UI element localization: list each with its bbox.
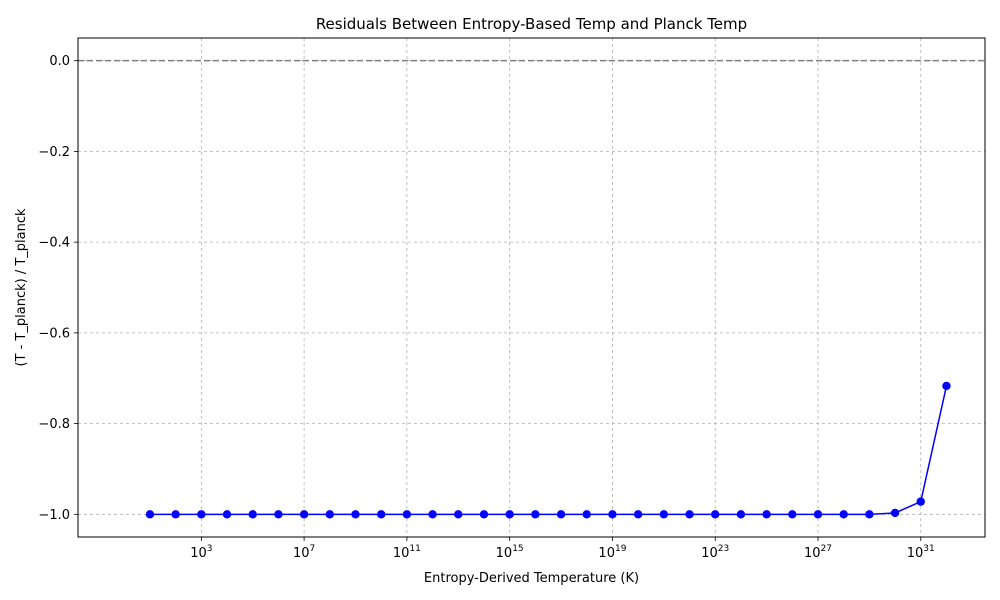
x-tick-label: 1027	[804, 544, 832, 561]
x-tick-label: 1031	[907, 544, 935, 561]
y-tick-label: −0.8	[38, 417, 70, 432]
data-point	[762, 510, 771, 519]
data-point	[402, 510, 412, 519]
data-point	[351, 510, 360, 519]
data-point	[274, 510, 283, 519]
data-point	[942, 381, 951, 391]
data-point	[505, 510, 514, 519]
x-tick-label: 1023	[701, 544, 729, 561]
series-group	[145, 381, 951, 519]
data-point	[171, 510, 180, 519]
data-point	[788, 510, 797, 519]
data-point	[608, 510, 617, 519]
chart-title: Residuals Between Entropy-Based Temp and…	[316, 15, 747, 33]
data-point	[736, 510, 746, 519]
data-point	[582, 510, 591, 519]
x-tick-label: 1011	[393, 544, 421, 561]
data-point	[299, 510, 309, 519]
plot-area-frame	[77, 37, 986, 538]
data-point	[556, 510, 566, 519]
y-tick-label: −0.4	[38, 236, 70, 251]
data-point	[376, 510, 386, 519]
data-point	[428, 510, 437, 519]
y-axis-label: (T - T_planck) / T_planck	[14, 208, 29, 367]
data-point	[711, 510, 720, 519]
x-tick-label: 107	[293, 544, 315, 561]
data-point	[197, 510, 206, 519]
data-point	[531, 510, 540, 519]
data-point	[839, 510, 848, 519]
data-point	[454, 510, 463, 519]
y-tick-label: −0.2	[38, 145, 70, 160]
x-tick-label: 103	[190, 544, 212, 561]
data-point	[248, 510, 257, 519]
x-axis-label: Entropy-Derived Temperature (K)	[424, 571, 639, 586]
data-point	[685, 510, 694, 519]
y-axis-ticks: 0.0 −0.2 −0.4 −0.6 −0.8 −1.0	[38, 54, 78, 523]
y-tick-label: −1.0	[38, 508, 70, 523]
data-point	[633, 510, 643, 519]
data-point	[325, 510, 335, 519]
data-point	[865, 510, 874, 519]
x-tick-label: 1019	[598, 544, 626, 561]
series-line	[149, 385, 948, 516]
y-tick-label: −0.6	[38, 326, 70, 341]
data-point	[659, 510, 669, 519]
data-point	[890, 508, 900, 518]
y-tick-label: 0.0	[49, 54, 70, 69]
data-point	[222, 510, 232, 519]
data-point	[479, 510, 489, 519]
x-tick-label: 1015	[496, 544, 524, 561]
data-point	[916, 497, 925, 506]
x-axis-ticks: 103 107 1011 1015 1019 1023 1027 1031	[190, 537, 935, 561]
data-point	[813, 510, 823, 519]
grid-lines	[78, 38, 985, 537]
data-point	[145, 510, 155, 519]
